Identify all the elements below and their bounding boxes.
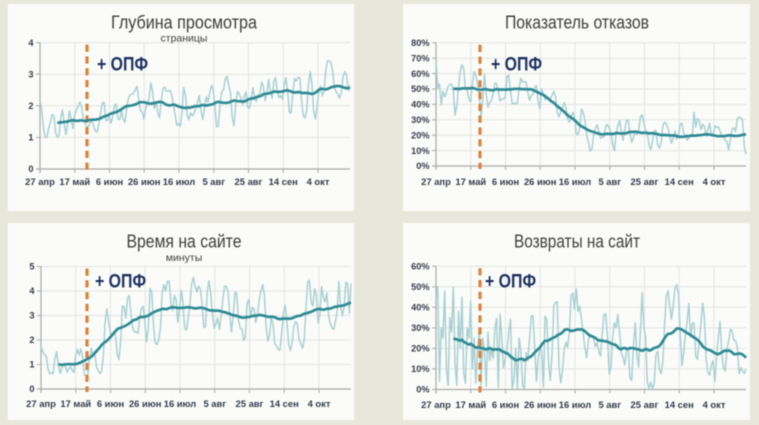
svg-text:4 окт: 4 окт (703, 399, 726, 410)
svg-text:0: 0 (28, 164, 33, 174)
svg-text:Показатель отказов: Показатель отказов (505, 12, 649, 33)
svg-text:5 авг: 5 авг (598, 399, 621, 410)
svg-text:6 июн: 6 июн (492, 176, 520, 187)
svg-text:16 июл: 16 июл (559, 399, 592, 410)
svg-text:27 апр: 27 апр (421, 399, 451, 410)
svg-text:+ ОПФ: + ОПФ (485, 271, 536, 293)
svg-text:60%: 60% (411, 69, 429, 79)
svg-text:0%: 0% (416, 161, 429, 171)
svg-text:2: 2 (29, 335, 34, 345)
svg-text:20%: 20% (411, 344, 429, 354)
svg-text:26 июн: 26 июн (128, 176, 161, 187)
svg-text:50%: 50% (411, 84, 429, 94)
svg-text:70%: 70% (411, 53, 429, 63)
svg-text:40%: 40% (411, 303, 429, 313)
svg-text:16 июл: 16 июл (163, 176, 196, 187)
svg-text:25 авг: 25 авг (631, 399, 659, 410)
svg-text:5: 5 (29, 262, 34, 272)
svg-text:0%: 0% (416, 385, 429, 395)
svg-text:17 май: 17 май (59, 176, 90, 187)
svg-text:25 авг: 25 авг (235, 176, 263, 187)
svg-text:6 июн: 6 июн (492, 399, 520, 410)
svg-text:1: 1 (28, 133, 33, 143)
svg-text:Глубина просмотра: Глубина просмотра (111, 12, 258, 33)
svg-text:26 июн: 26 июн (524, 399, 557, 410)
svg-text:4 окт: 4 окт (308, 398, 331, 409)
svg-text:30%: 30% (411, 323, 429, 333)
svg-text:25 авг: 25 авг (236, 398, 264, 409)
svg-text:14 сен: 14 сен (270, 398, 299, 409)
svg-text:60%: 60% (411, 261, 429, 271)
svg-text:6 июн: 6 июн (97, 398, 125, 409)
svg-text:5 авг: 5 авг (203, 398, 226, 409)
svg-text:17 май: 17 май (455, 399, 486, 410)
svg-text:+ ОПФ: + ОПФ (95, 271, 146, 293)
svg-text:0: 0 (29, 384, 34, 394)
svg-text:80%: 80% (411, 38, 429, 48)
svg-text:Время на сайте: Время на сайте (127, 231, 242, 252)
svg-text:17 май: 17 май (455, 176, 486, 187)
svg-text:27 апр: 27 апр (421, 176, 451, 187)
svg-text:4 окт: 4 окт (307, 176, 330, 187)
svg-text:50%: 50% (411, 282, 429, 292)
svg-text:минуты: минуты (166, 252, 203, 264)
svg-text:10%: 10% (411, 364, 429, 374)
svg-text:5 авг: 5 авг (202, 176, 225, 187)
svg-text:6 июн: 6 июн (96, 176, 124, 187)
svg-text:14 сен: 14 сен (665, 399, 694, 410)
svg-text:4: 4 (29, 286, 35, 296)
svg-text:27 апр: 27 апр (26, 398, 56, 409)
svg-text:16 июл: 16 июл (164, 398, 197, 409)
svg-text:+ ОПФ: + ОПФ (491, 54, 542, 76)
svg-text:26 июн: 26 июн (524, 176, 557, 187)
svg-text:4 окт: 4 окт (703, 176, 726, 187)
svg-text:2: 2 (28, 101, 33, 111)
svg-text:30%: 30% (411, 115, 429, 125)
svg-text:Возвраты на сайт: Возвраты на сайт (514, 231, 640, 252)
svg-text:1: 1 (29, 360, 34, 370)
svg-text:40%: 40% (411, 100, 429, 110)
svg-text:страницы: страницы (161, 33, 208, 45)
svg-text:25 авг: 25 авг (631, 176, 659, 187)
svg-text:26 июн: 26 июн (129, 398, 162, 409)
svg-text:3: 3 (29, 311, 34, 321)
svg-text:5 авг: 5 авг (598, 176, 621, 187)
svg-text:10%: 10% (411, 146, 429, 156)
svg-text:4: 4 (28, 38, 34, 48)
svg-text:20%: 20% (411, 130, 429, 140)
svg-text:3: 3 (28, 69, 33, 79)
svg-text:17 май: 17 май (60, 398, 91, 409)
svg-text:14 сен: 14 сен (269, 176, 298, 187)
svg-text:+ ОПФ: + ОПФ (97, 54, 148, 76)
svg-text:16 июл: 16 июл (559, 176, 592, 187)
svg-text:14 сен: 14 сен (665, 176, 694, 187)
svg-text:27 апр: 27 апр (25, 176, 55, 187)
